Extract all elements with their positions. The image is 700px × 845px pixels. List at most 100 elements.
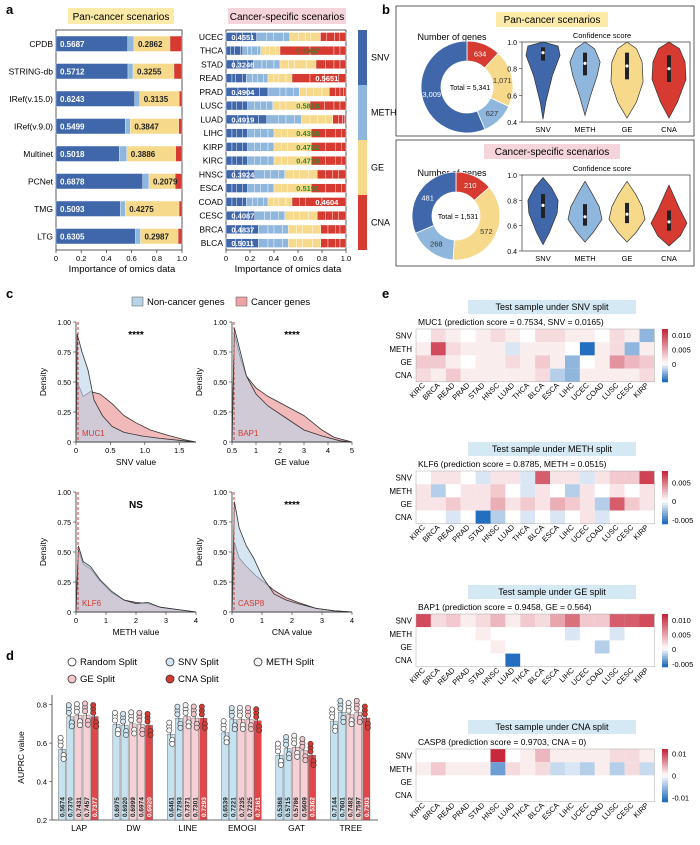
e-block-3-cell — [624, 627, 640, 641]
e-block-3-cell — [579, 614, 595, 628]
e-block-1-colorbar-step — [662, 350, 668, 354]
c-legend-cancer-swatch — [235, 296, 248, 307]
e-block-2-cell — [535, 471, 551, 485]
pan-row-label: TMG — [34, 204, 53, 214]
e-block-1-cell — [639, 329, 655, 343]
pan-bar-meth — [125, 118, 131, 135]
d-bar-label: 0.7370 — [68, 797, 75, 817]
e-block-4-cell — [565, 749, 580, 763]
density-plot-2-ylabel: Density — [194, 367, 204, 396]
pan-bar-cna — [169, 35, 183, 52]
e-block-2-colorbar-step — [662, 515, 668, 520]
x-tick-label: 0.5 — [227, 446, 237, 455]
spec-bar-label: 0.5651 — [315, 74, 338, 83]
e-block-2-colorbar-step — [662, 502, 668, 506]
pan-violin-xlabel: SNV — [535, 125, 550, 134]
e-block-2-cell — [445, 510, 461, 524]
spec-bar-segment — [242, 183, 248, 193]
spec-bar-segment — [339, 32, 347, 42]
spec-row-label: KIRC — [203, 156, 223, 166]
pan-violin-median — [667, 67, 671, 71]
density-plot-3-significance: NS — [129, 500, 143, 511]
d-point — [120, 710, 126, 717]
spec-bar-segment — [266, 114, 279, 124]
spec-bar-segment — [279, 59, 289, 69]
e-block-4-cell — [565, 788, 580, 802]
e-block-2-title-bg — [468, 442, 636, 456]
pan-title-bg — [68, 8, 174, 24]
e-block-3-row-label: METH — [389, 630, 412, 639]
spec-bar-segment — [225, 101, 233, 111]
y-tick-label: 0.50 — [213, 380, 227, 387]
panel-b: 634 1,071 627 3,009 210 572 268 481 0.4 0.6 0.8 1.0… — [411, 40, 691, 263]
e-block-4-cell — [445, 775, 461, 789]
e-block-3-cell — [490, 640, 506, 654]
d-point — [131, 730, 138, 737]
e-block-3-cell — [609, 614, 625, 628]
d-point — [299, 743, 306, 750]
e-block-3-cell — [490, 653, 506, 667]
e-block-4-cell — [594, 762, 610, 776]
x-tick-label: 0 — [54, 254, 58, 263]
e-block-3-title: Test sample under GE split — [498, 587, 606, 597]
d-legend-label: GE Split — [80, 674, 115, 685]
spec-bar-segment — [299, 197, 306, 207]
pan-bar-meth — [142, 173, 150, 190]
spec-bar-segment — [254, 101, 262, 111]
spec-bar-segment — [325, 211, 334, 221]
spec-bar-segment — [242, 73, 247, 83]
omics-legend-snv — [358, 30, 367, 85]
e-block-1-cell — [505, 355, 521, 369]
e-block-1-cell — [565, 329, 580, 343]
d-point — [112, 717, 118, 724]
d-point — [177, 724, 184, 731]
e-block-4-cell — [416, 775, 431, 789]
spec-row-label: PRAD — [199, 87, 223, 97]
spec-row-label: HNSC — [199, 169, 223, 179]
e-block-1-cell — [430, 342, 446, 356]
spec-bar-segment — [338, 73, 347, 83]
e-block-3-cell — [416, 627, 431, 641]
pan-violin-xlabel: CNA — [661, 125, 677, 134]
pan-bar-cna — [175, 173, 183, 190]
x-tick-label: 3 — [164, 616, 168, 625]
e-block-4-cell — [430, 749, 446, 763]
spec-bar-label: 0.4087 — [231, 212, 254, 221]
density-plot-3-noncancer-density — [75, 545, 197, 613]
d-point — [73, 708, 80, 715]
spec-bar-segment — [230, 46, 235, 56]
e-block-4-grid-frame — [415, 748, 655, 803]
d-point — [361, 711, 368, 718]
spec-bar-label: 0.4837 — [231, 225, 254, 234]
d-bar-label: 0.6999 — [130, 797, 137, 817]
spec-bar-segment — [259, 87, 269, 97]
spec-violin-box — [583, 204, 587, 226]
y-tick-label: 0.4 — [507, 249, 517, 256]
spec-bar-segment — [320, 224, 329, 234]
density-plot-1-noncancer-density — [75, 333, 197, 443]
e-block-1-cell — [445, 329, 461, 343]
y-tick-label: 0.6 — [507, 224, 517, 231]
e-block-3-cell — [505, 653, 521, 667]
y-tick-label: 0 — [67, 440, 71, 447]
e-block-1-cell — [445, 368, 461, 382]
e-block-1-cell — [460, 342, 476, 356]
spec-bar-segment — [327, 224, 336, 234]
e-block-1-cell — [416, 329, 431, 343]
d-point — [198, 703, 205, 710]
spec-bar-segment — [335, 128, 342, 138]
e-block-3-cell — [535, 614, 551, 628]
spec-bar-segment — [273, 73, 280, 83]
e-block-1-cell — [445, 342, 461, 356]
spec-bar-segment — [242, 128, 248, 138]
spec-bar-segment — [267, 224, 275, 234]
e-block-4-cell — [430, 762, 446, 776]
d-category-label: EMOGI — [228, 823, 256, 833]
x-tick-label: 2 — [134, 616, 138, 625]
e-block-1-cell — [550, 342, 565, 356]
pan-bar-snv-label: 0.6878 — [60, 177, 85, 186]
pan-bar-ge-label: 0.3886 — [131, 150, 156, 159]
e-block-1-cell — [430, 368, 446, 382]
pan-bar-meth — [127, 35, 135, 52]
spec-bar-segment — [225, 73, 233, 83]
